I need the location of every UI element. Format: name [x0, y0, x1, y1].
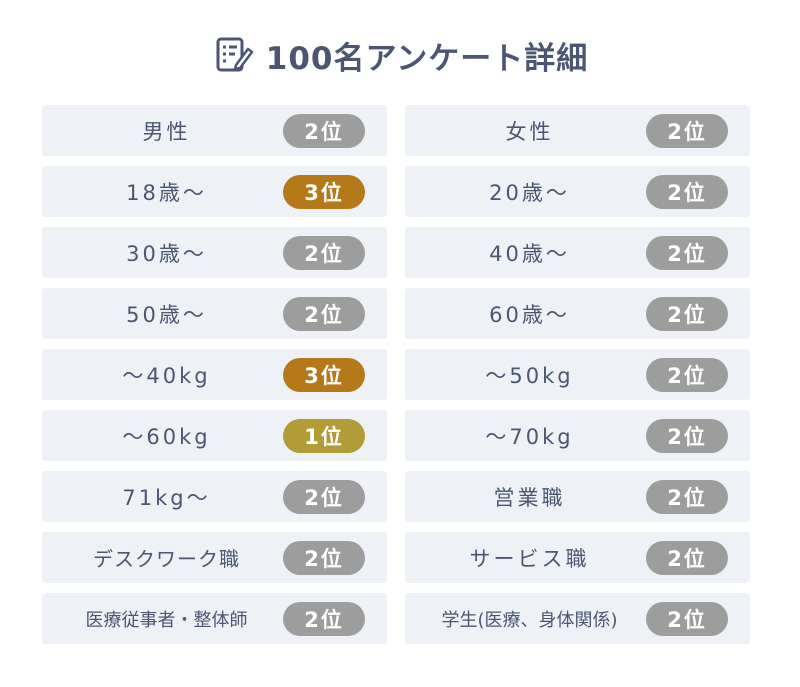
survey-item: デスクワーク職 2位	[42, 532, 387, 583]
survey-item-label: 30歳～	[126, 241, 207, 266]
rank-badge: 2位	[646, 174, 728, 209]
rank-badge: 2位	[646, 540, 728, 575]
rank-badge: 2位	[646, 357, 728, 392]
rank-badge: 2位	[283, 296, 365, 331]
survey-item: 50歳～ 2位	[42, 288, 387, 339]
survey-item-label: 女性	[505, 119, 554, 144]
survey-item-label: 60歳～	[489, 302, 570, 327]
survey-item-label: 18歳～	[126, 180, 207, 205]
rank-badge: 2位	[646, 601, 728, 636]
survey-item: 18歳～ 3位	[42, 166, 387, 217]
page-header: 100名アンケート詳細	[0, 30, 800, 80]
survey-item: 男性 2位	[42, 105, 387, 156]
rank-badge: 3位	[283, 174, 365, 209]
survey-item: 71kg～ 2位	[42, 471, 387, 522]
survey-item-label: 20歳～	[489, 180, 570, 205]
survey-item: ～70kg 2位	[405, 410, 750, 461]
survey-item: 40歳～ 2位	[405, 227, 750, 278]
rank-badge: 1位	[283, 418, 365, 453]
survey-item-label: デスクワーク職	[93, 547, 240, 571]
survey-item: ～50kg 2位	[405, 349, 750, 400]
survey-item-label: ～50kg	[485, 363, 574, 388]
rank-badge: 2位	[646, 235, 728, 270]
rank-badge: 2位	[646, 418, 728, 453]
survey-item: ～60kg 1位	[42, 410, 387, 461]
rank-badge: 2位	[283, 540, 365, 575]
survey-item-label: 営業職	[493, 485, 566, 510]
rank-badge: 2位	[646, 113, 728, 148]
survey-item-label: ～60kg	[122, 424, 211, 449]
rank-badge: 2位	[646, 296, 728, 331]
survey-item: 60歳～ 2位	[405, 288, 750, 339]
survey-item-label: 71kg～	[122, 485, 211, 510]
survey-item-label: ～40kg	[122, 363, 211, 388]
survey-edit-icon	[212, 33, 256, 77]
rank-badge: 2位	[283, 113, 365, 148]
survey-item-label: ～70kg	[485, 424, 574, 449]
survey-item-label: 医療従事者・整体師	[85, 609, 248, 631]
survey-item-label: サービス職	[469, 546, 590, 571]
survey-item-label: 50歳～	[126, 302, 207, 327]
survey-item: 女性 2位	[405, 105, 750, 156]
survey-item-label: 40歳～	[489, 241, 570, 266]
survey-item: 20歳～ 2位	[405, 166, 750, 217]
page-title: 100名アンケート詳細	[265, 40, 589, 77]
survey-item: 医療従事者・整体師 2位	[42, 593, 387, 644]
rank-badge: 2位	[646, 479, 728, 514]
survey-item-label: 学生(医療、身体関係)	[441, 609, 618, 631]
rank-badge: 2位	[283, 235, 365, 270]
rank-badge: 2位	[283, 601, 365, 636]
survey-item: ～40kg 3位	[42, 349, 387, 400]
rank-badge: 2位	[283, 479, 365, 514]
survey-item: 学生(医療、身体関係) 2位	[405, 593, 750, 644]
survey-item: 30歳～ 2位	[42, 227, 387, 278]
survey-item: 営業職 2位	[405, 471, 750, 522]
survey-grid: 男性 2位 女性 2位 18歳～ 3位 20歳～ 2位 30歳～ 2位 40歳～ 2位 50歳～ 2位 60…	[42, 105, 750, 644]
survey-item: サービス職 2位	[405, 532, 750, 583]
survey-item-label: 男性	[142, 119, 191, 144]
rank-badge: 3位	[283, 357, 365, 392]
